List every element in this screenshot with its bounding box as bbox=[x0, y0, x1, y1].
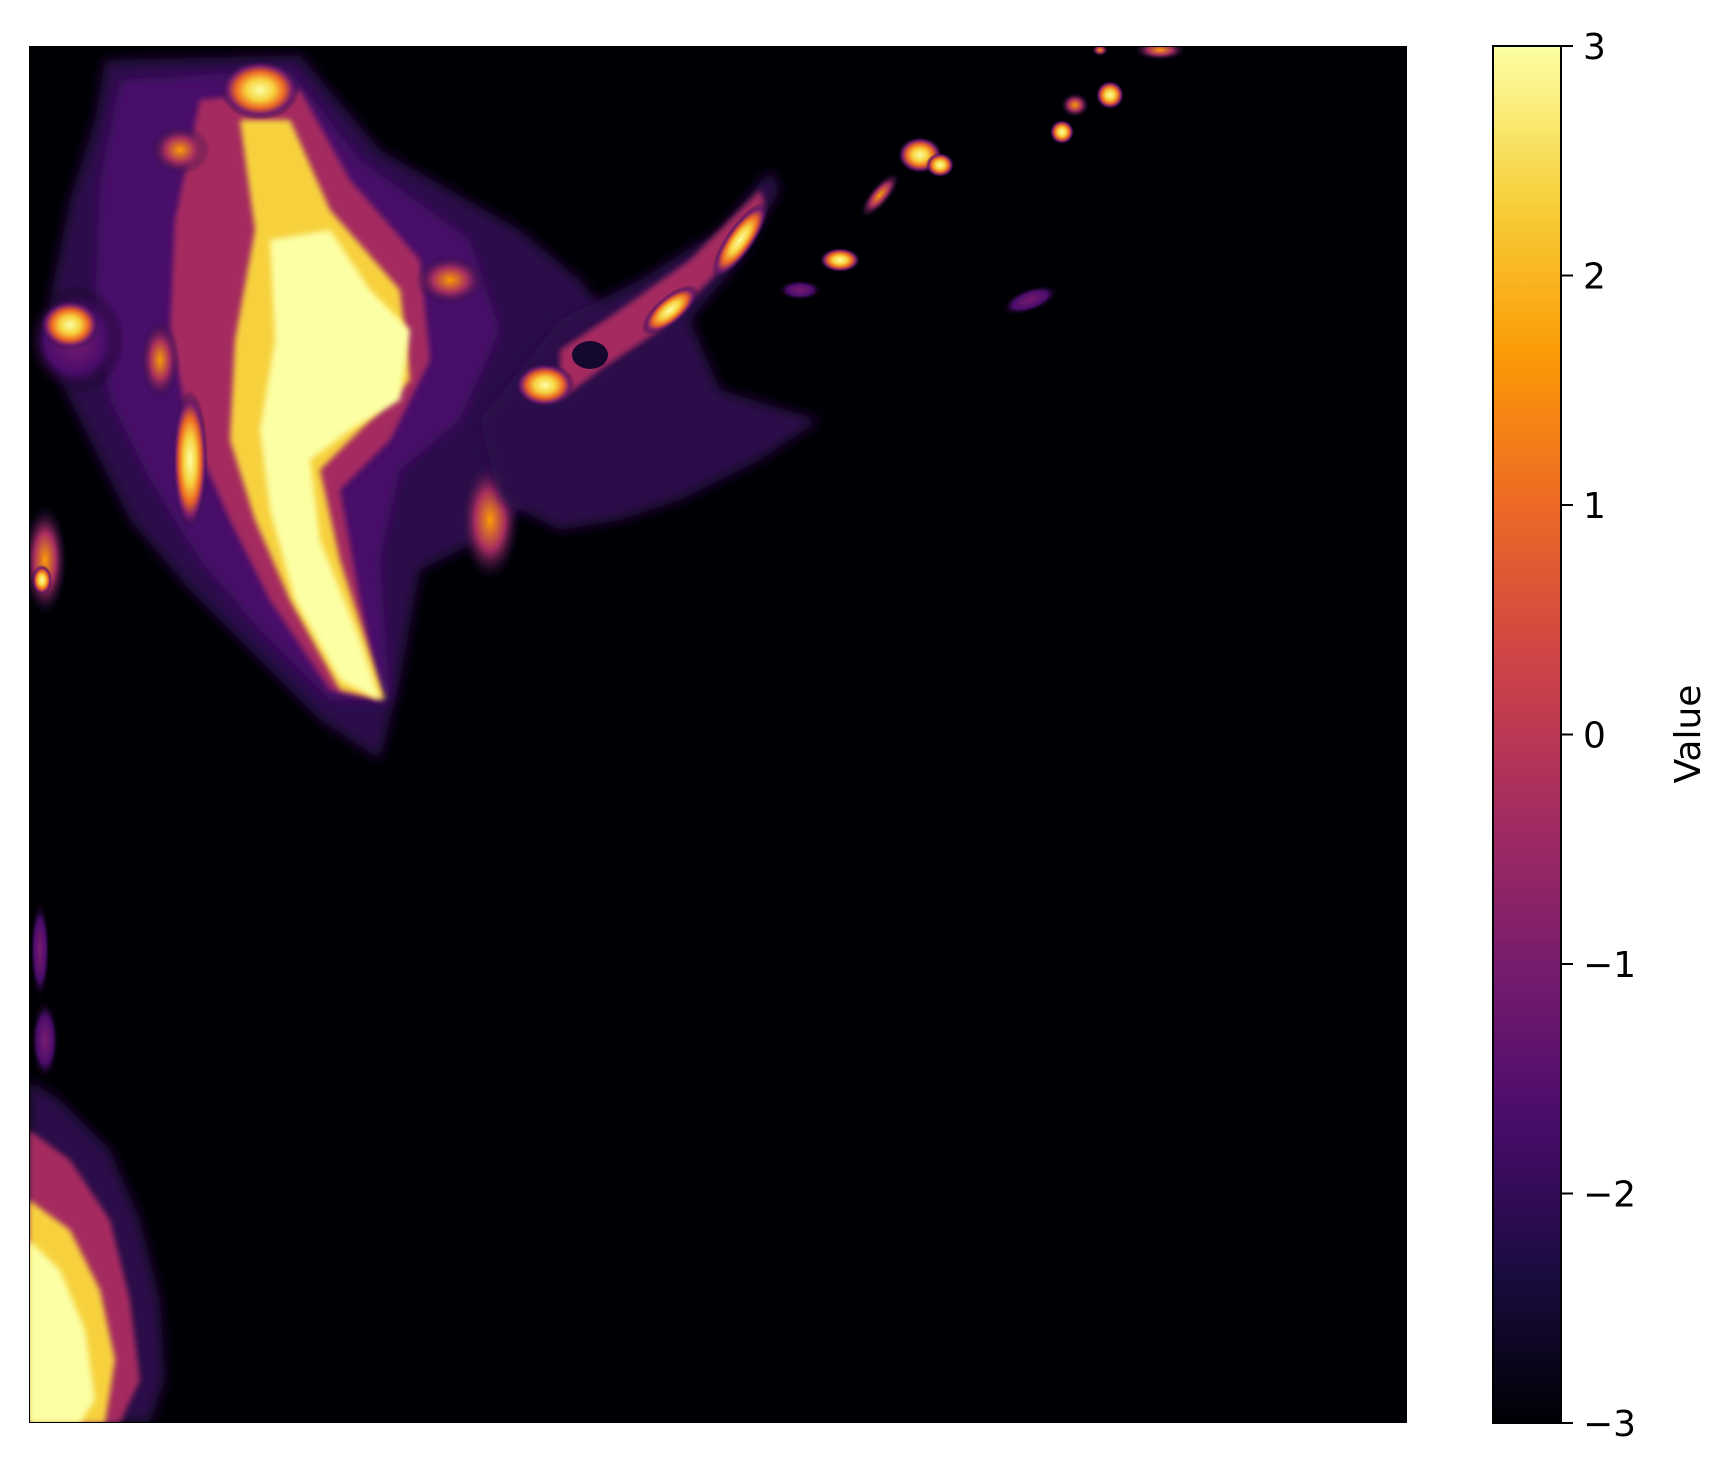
landmass-upper-left bbox=[50, 55, 620, 760]
landmass-peninsula bbox=[480, 170, 820, 530]
colorbar-tick-label: 0 bbox=[1583, 716, 1606, 757]
colorbar-tick-label: 1 bbox=[1583, 486, 1606, 527]
colorbar: −3 −2 −1 0 1 2 3 Value bbox=[1492, 27, 1709, 1445]
colorbar-tick-label: 2 bbox=[1583, 257, 1606, 298]
colorbar-tick-label: −1 bbox=[1583, 945, 1636, 986]
landmass-left-coast bbox=[29, 285, 125, 615]
colorbar-tick-label: −2 bbox=[1583, 1175, 1636, 1216]
colorbar-label: Value bbox=[1668, 685, 1709, 784]
colorbar-tick-label: −3 bbox=[1583, 1404, 1636, 1445]
colorbar-gradient bbox=[1493, 46, 1561, 1423]
colorbar-tick-label: 3 bbox=[1583, 27, 1606, 68]
island-chain bbox=[778, 46, 1185, 316]
colorbar-ticks: −3 −2 −1 0 1 2 3 bbox=[1561, 27, 1636, 1445]
landmass-lower-left bbox=[29, 900, 165, 1423]
heatmap-image bbox=[29, 46, 1407, 1423]
